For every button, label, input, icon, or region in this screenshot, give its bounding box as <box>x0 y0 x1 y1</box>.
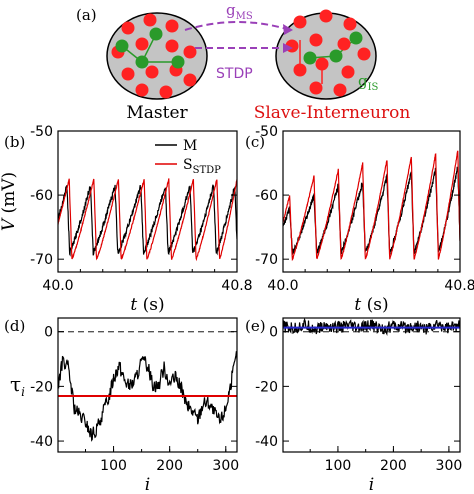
series-line-tau-i <box>58 351 237 442</box>
excitatory-neuron <box>121 21 135 35</box>
x-tick-label: 100 <box>325 458 352 474</box>
x-tick-label: 40.0 <box>42 278 73 294</box>
chart-panel-d: -40 -20 0 100 200 300 (d) i τi <box>4 317 239 494</box>
excitatory-neuron <box>183 45 197 59</box>
y-tick-label: -20 <box>255 379 278 395</box>
excitatory-neuron <box>145 65 159 79</box>
y-tick-label: 0 <box>269 325 278 341</box>
excitatory-neuron <box>309 33 323 47</box>
y-tick-label: -60 <box>255 188 278 204</box>
g-ms-label: gMS <box>226 1 253 22</box>
series-line-tau-i <box>283 318 460 336</box>
slave-interneuron-label: Slave-Interneuron <box>254 103 411 123</box>
y-tick-label: -50 <box>255 124 278 140</box>
inhibitory-neuron <box>329 49 343 63</box>
y-tick-label: -70 <box>30 252 53 268</box>
y-tick-label: -60 <box>30 188 53 204</box>
x-axis-label: i <box>145 475 150 494</box>
plot-frame <box>282 130 461 273</box>
excitatory-neuron <box>315 57 329 71</box>
y-tick-label: -50 <box>30 124 53 140</box>
ms-coupling-arrows <box>184 21 291 49</box>
y-tick-label: -20 <box>30 379 53 395</box>
excitatory-neuron <box>135 83 149 97</box>
x-axis-label: t (s) <box>354 295 388 315</box>
x-axis-label: i <box>369 475 374 494</box>
plot-frame <box>282 317 461 453</box>
x-tick-label: 200 <box>156 458 183 474</box>
plot-frame <box>57 130 238 273</box>
excitatory-neuron <box>165 19 179 33</box>
master-label: Master <box>126 103 188 123</box>
x-tick-label: 300 <box>212 458 239 474</box>
excitatory-neuron <box>341 65 355 79</box>
arrowhead-icon <box>283 43 293 53</box>
excitatory-neuron <box>121 67 135 81</box>
y-axis-label: V (mV) <box>0 172 19 231</box>
stdp-label: STDP <box>216 66 253 82</box>
excitatory-neuron <box>333 83 347 97</box>
excitatory-neuron <box>343 17 357 31</box>
y-tick-label: -40 <box>30 434 53 450</box>
excitatory-neuron <box>293 15 307 29</box>
excitatory-neuron <box>309 81 323 95</box>
inhibitory-neuron <box>149 27 163 41</box>
x-tick-label: 40.8 <box>444 278 474 294</box>
series-line-s-stdp <box>58 178 237 262</box>
y-tick-label: -40 <box>255 434 278 450</box>
panel-a-label: (a) <box>76 6 97 24</box>
arrowhead-icon <box>283 24 293 35</box>
neurons <box>111 9 371 99</box>
panel-label: (c) <box>245 133 265 151</box>
chart-panel-b: -70 -60 -50 40.0 40.8 (b) t (s) V (mV) M SSTDP <box>0 124 253 315</box>
excitatory-neuron <box>159 85 173 99</box>
x-tick-label: 40.8 <box>221 278 252 294</box>
legend-label: SSTDP <box>183 157 221 176</box>
network-diagram: (a) gMS STDP gIS Master Slave-Interneuro… <box>76 1 410 123</box>
panel-label: (e) <box>245 317 266 335</box>
chart-panel-c: -70 -60 -50 40.0 40.8 (c) t (s) <box>245 124 474 315</box>
x-axis-label: t (s) <box>130 295 164 315</box>
series-line-m <box>58 184 237 257</box>
panel-label: (b) <box>4 133 25 151</box>
excitatory-neuron <box>165 39 179 53</box>
chart-panel-e: -40 -20 0 100 200 300 (e) i <box>245 317 462 494</box>
inhibitory-neuron <box>303 51 317 65</box>
inhibitory-neuron <box>349 31 363 45</box>
x-tick-label: 40.0 <box>267 278 298 294</box>
x-tick-label: 300 <box>436 458 463 474</box>
x-tick-label: 200 <box>380 458 407 474</box>
inhibitory-neuron <box>135 55 149 69</box>
excitatory-neuron <box>319 9 333 23</box>
excitatory-neuron <box>183 73 197 87</box>
x-tick-label: 100 <box>100 458 127 474</box>
series-line-m <box>283 166 460 255</box>
inhibitory-neuron <box>171 55 185 69</box>
excitatory-neuron <box>135 37 149 51</box>
inhibitory-neuron <box>115 39 129 53</box>
g-is-label: gIS <box>358 72 379 93</box>
panel-label: (d) <box>4 317 25 335</box>
plot-frame <box>57 317 238 453</box>
excitatory-neuron <box>357 47 371 61</box>
legend-label: M <box>183 138 197 154</box>
excitatory-neuron <box>337 37 351 51</box>
excitatory-neuron <box>143 13 157 27</box>
y-tick-label: -70 <box>255 252 278 268</box>
y-tick-label: 0 <box>44 325 53 341</box>
y-axis-label: τi <box>10 372 25 399</box>
series-line-s-stdp <box>283 150 460 262</box>
excitatory-neuron <box>293 63 307 77</box>
